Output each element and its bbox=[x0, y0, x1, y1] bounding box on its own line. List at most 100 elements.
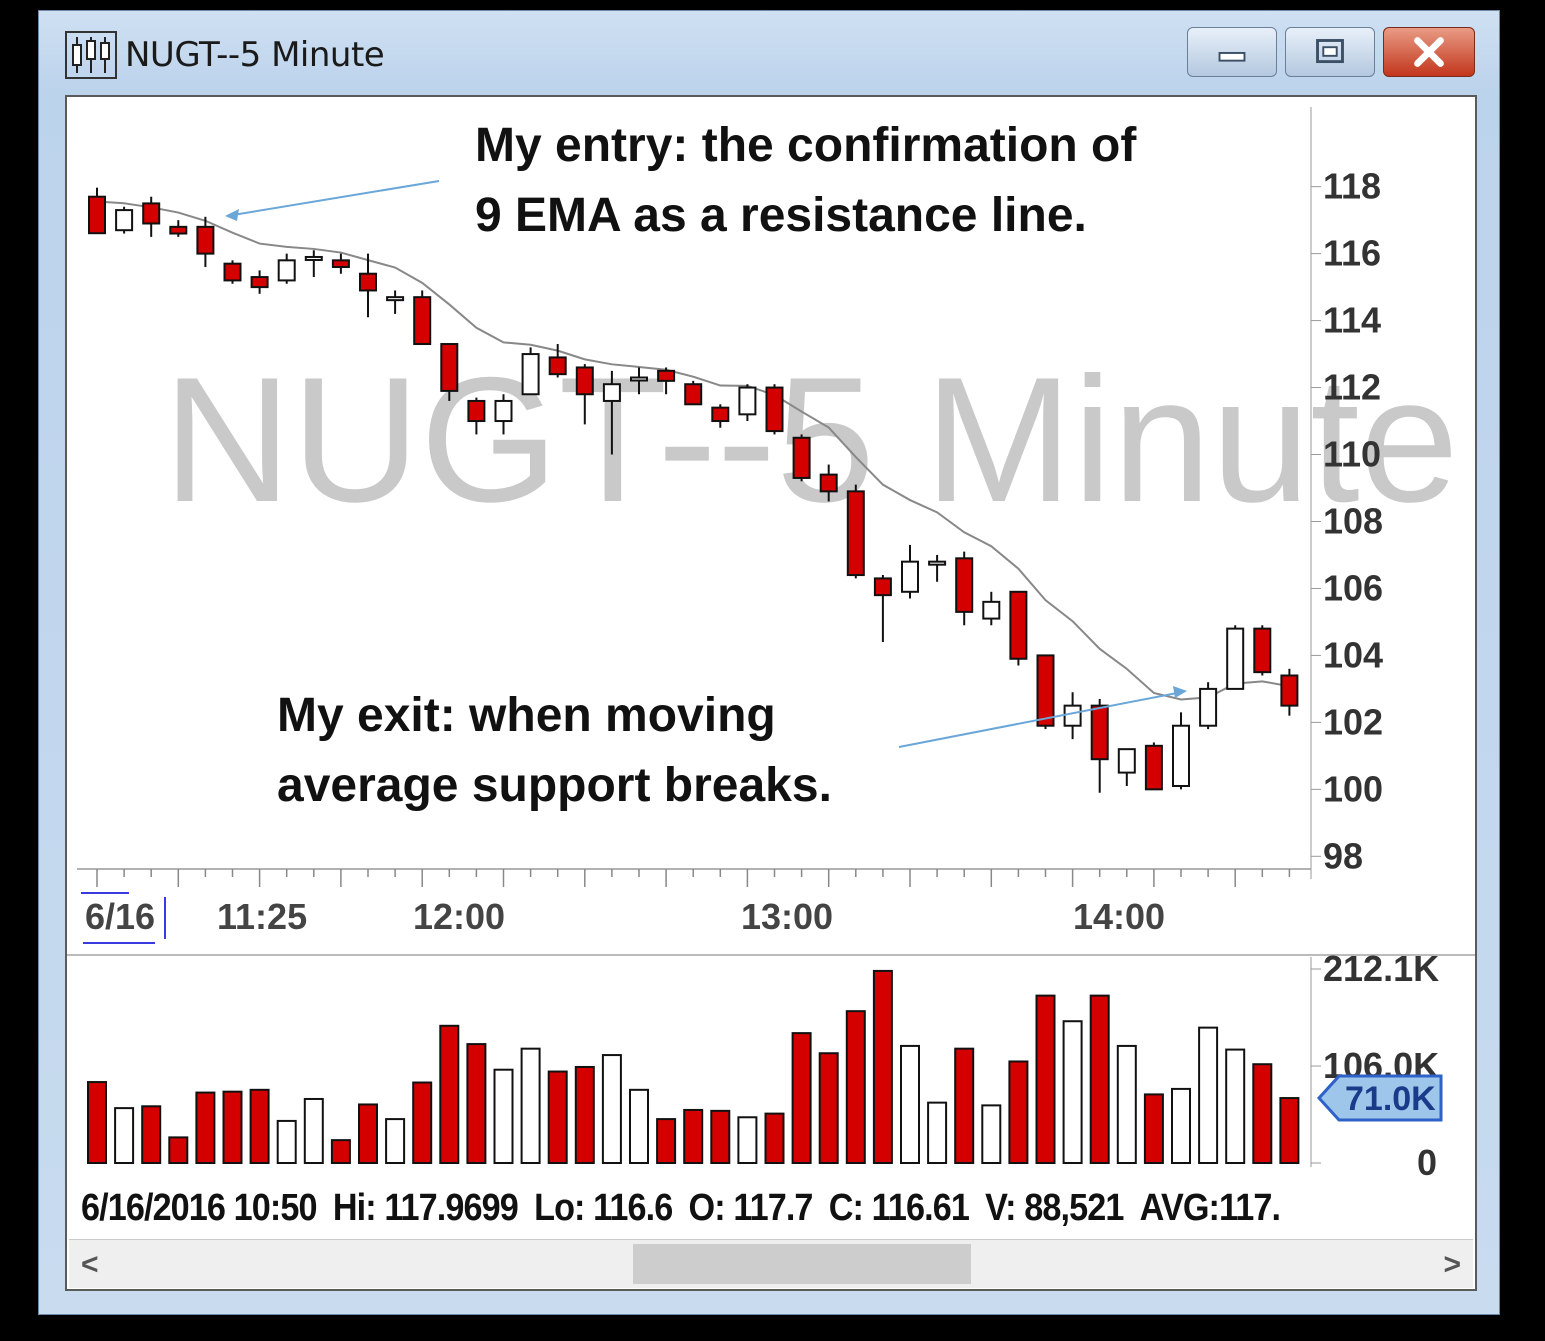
entry-arrow-head bbox=[225, 209, 239, 221]
time-label: 13:00 bbox=[741, 896, 833, 937]
candle-body bbox=[386, 296, 405, 302]
current-volume-tag bbox=[1316, 1074, 1443, 1122]
volume-bar bbox=[764, 1112, 785, 1165]
candle-body bbox=[792, 436, 811, 479]
candle-body bbox=[277, 259, 296, 282]
candle-body bbox=[738, 386, 757, 416]
volume-bar bbox=[629, 1088, 649, 1164]
candlestick-chart[interactable]: NUGT--5 Minute 118 116 114 112 110 108 106 104 1… bbox=[67, 97, 1475, 1289]
volume-bar bbox=[520, 1047, 541, 1164]
volume-bar bbox=[791, 1032, 812, 1164]
scroll-thumb[interactable] bbox=[633, 1244, 971, 1284]
candle-body bbox=[169, 225, 188, 235]
volume-bar bbox=[1225, 1048, 1246, 1164]
candle-body bbox=[223, 262, 242, 282]
title-bar[interactable]: NUGT--5 Minute bbox=[39, 11, 1499, 95]
scroll-left-icon[interactable]: < bbox=[81, 1248, 99, 1281]
volume-bar bbox=[1062, 1020, 1083, 1164]
volume-bar bbox=[222, 1090, 243, 1165]
volume-bar bbox=[656, 1118, 677, 1165]
volume-bar bbox=[1035, 994, 1056, 1165]
volume-bar bbox=[1008, 1060, 1029, 1164]
status-low: Lo: 116.6 bbox=[534, 1187, 673, 1229]
candle-body bbox=[413, 296, 432, 346]
volume-bar bbox=[412, 1081, 433, 1164]
candle-body bbox=[1036, 654, 1055, 727]
status-bar: 6/16/2016 10:50 Hi: 117.9699 Lo: 116.6 O: 1… bbox=[81, 1187, 1296, 1230]
status-open: O: 117.7 bbox=[688, 1187, 814, 1229]
price-tick-label: 102 bbox=[1323, 701, 1383, 742]
candle-body bbox=[630, 376, 648, 382]
candle-body bbox=[901, 560, 919, 593]
chart-area[interactable]: NUGT--5 Minute 118 116 114 112 110 108 106 104 1… bbox=[65, 95, 1477, 1291]
volume-bar bbox=[1116, 1044, 1137, 1165]
close-icon bbox=[1414, 37, 1444, 67]
candle-body bbox=[115, 209, 134, 232]
candle-body bbox=[1199, 687, 1218, 727]
maximize-icon bbox=[1316, 39, 1344, 64]
scroll-right-icon[interactable]: > bbox=[1443, 1248, 1461, 1281]
candle-body bbox=[440, 343, 459, 392]
volume-bar bbox=[114, 1107, 135, 1165]
status-high: Hi: 117.9699 bbox=[332, 1187, 519, 1229]
close-button[interactable] bbox=[1383, 27, 1475, 77]
time-label: 14:00 bbox=[1073, 896, 1165, 937]
price-tick-label: 98 bbox=[1323, 835, 1363, 876]
candle-body bbox=[982, 600, 1001, 620]
exit-arrow bbox=[898, 692, 1178, 748]
candle-body bbox=[1226, 627, 1245, 690]
exit-annotation-line2: average support breaks. bbox=[277, 759, 832, 812]
price-tick-label: 108 bbox=[1323, 500, 1383, 541]
price-tick-label: 114 bbox=[1323, 300, 1381, 341]
volume-bar bbox=[276, 1119, 297, 1165]
volume-bar bbox=[195, 1091, 216, 1165]
volume-bar bbox=[818, 1052, 839, 1165]
candle-body bbox=[1172, 724, 1190, 787]
volume-bar bbox=[493, 1068, 514, 1165]
chart-window: NUGT--5 Minute NUGT--5 Minute 118 116 114 1 bbox=[38, 10, 1500, 1315]
volume-bar bbox=[141, 1105, 162, 1164]
horizontal-scrollbar[interactable]: < > bbox=[69, 1239, 1473, 1288]
volume-bar bbox=[330, 1139, 351, 1164]
entry-annotation-line2: 9 EMA as a resistance line. bbox=[475, 189, 1087, 242]
candle-body bbox=[846, 490, 865, 577]
candle-body bbox=[1280, 674, 1299, 707]
minimize-button[interactable] bbox=[1187, 27, 1277, 77]
candle-body bbox=[684, 383, 703, 406]
candle-body bbox=[575, 366, 594, 396]
volume-bar bbox=[358, 1103, 378, 1164]
exit-annotation-line1: My exit: when moving bbox=[277, 689, 776, 742]
volume-tick-label: 212.1K bbox=[1323, 948, 1439, 989]
volume-bar bbox=[845, 1010, 866, 1164]
candle-body bbox=[928, 560, 947, 566]
candle-body bbox=[765, 386, 784, 433]
price-tick-label: 118 bbox=[1323, 166, 1381, 207]
volume-bar bbox=[927, 1101, 948, 1165]
volume-bar bbox=[601, 1054, 622, 1164]
volume-bar bbox=[1143, 1093, 1164, 1164]
exit-arrow-head bbox=[1173, 686, 1187, 698]
volume-bar bbox=[303, 1097, 324, 1164]
volume-bar bbox=[168, 1136, 189, 1164]
candle-body bbox=[359, 272, 377, 292]
candle-body bbox=[1117, 748, 1136, 774]
volume-bar bbox=[87, 1081, 107, 1164]
candle-body bbox=[711, 406, 730, 423]
volume-bar bbox=[547, 1070, 568, 1164]
candle-body bbox=[873, 577, 892, 597]
volume-bar bbox=[1089, 994, 1110, 1165]
volume-bar bbox=[1198, 1026, 1219, 1164]
entry-arrow bbox=[232, 180, 440, 216]
volume-bar bbox=[249, 1088, 270, 1164]
maximize-button[interactable] bbox=[1285, 27, 1375, 77]
candle-body bbox=[304, 255, 323, 261]
date-label: 6/16 bbox=[85, 896, 155, 937]
minimize-icon bbox=[1218, 52, 1246, 62]
candle-body bbox=[196, 225, 215, 255]
volume-bar bbox=[1252, 1063, 1273, 1165]
volume-tick-label: 0 bbox=[1417, 1142, 1437, 1183]
candle-body bbox=[819, 473, 838, 493]
price-tick-label: 100 bbox=[1323, 768, 1383, 809]
candlestick-chart-icon bbox=[65, 31, 117, 79]
price-tick-label: 106 bbox=[1323, 567, 1383, 608]
